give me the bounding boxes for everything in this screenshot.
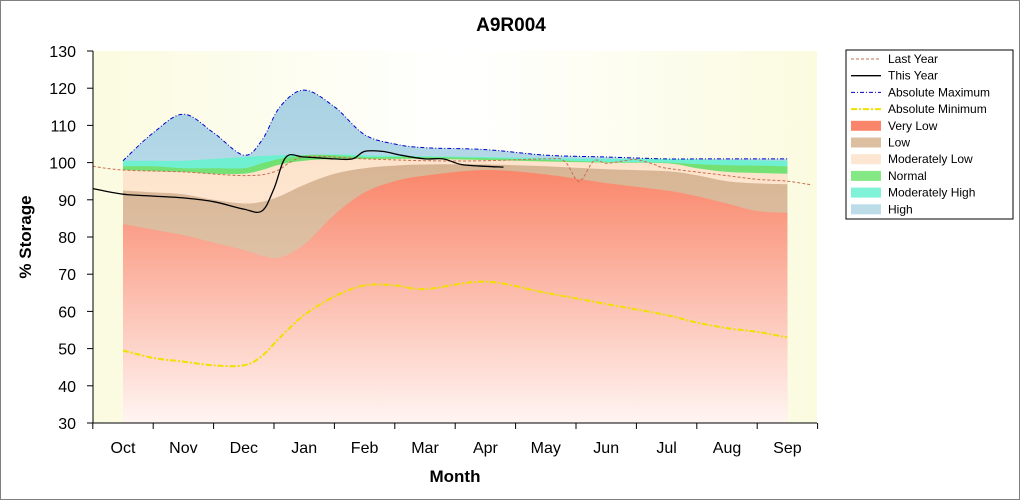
x-tick-label-mar: Mar xyxy=(411,440,439,457)
y-tick-label-70: 70 xyxy=(58,267,76,284)
line-absolute-maximum xyxy=(122,89,788,162)
y-tick-label-110: 110 xyxy=(50,118,76,135)
legend-swatch xyxy=(851,204,881,215)
legend-label: Moderately Low xyxy=(888,152,973,166)
legend-label: High xyxy=(888,202,913,216)
legend: Last Year This Year Absolute Maximum Absolu… xyxy=(845,49,1014,220)
legend-item-normal: Normal xyxy=(851,169,927,183)
legend-label: Absolute Maximum xyxy=(888,85,990,99)
legend-label: Absolute Minimum xyxy=(888,102,987,116)
x-axis-title: Month xyxy=(430,467,481,486)
legend-item-low: Low xyxy=(851,136,910,150)
legend-item-last-year: Last Year xyxy=(851,52,938,66)
bands-layer xyxy=(123,90,788,423)
legend-box xyxy=(845,49,1014,220)
line-this-year xyxy=(92,150,504,214)
legend-items: Last Year This Year Absolute Maximum Absolu… xyxy=(851,52,990,216)
x-tick-label-oct: Oct xyxy=(111,440,136,457)
legend-item-absolute-maximum: Absolute Maximum xyxy=(851,85,990,99)
y-tick-label-100: 100 xyxy=(49,156,76,173)
x-tick-label-jun: Jun xyxy=(593,440,619,457)
y-tick-label-30: 30 xyxy=(58,416,76,433)
legend-label: Normal xyxy=(888,169,927,183)
x-tick-label-feb: Feb xyxy=(351,440,379,457)
x-tick-label-sep: Sep xyxy=(773,440,802,457)
y-tick-label-60: 60 xyxy=(58,304,76,321)
legend-swatch xyxy=(851,137,881,148)
legend-swatch xyxy=(851,154,881,165)
legend-item-very-low: Very Low xyxy=(851,119,938,133)
legend-item-high: High xyxy=(851,202,913,216)
x-ticks: Oct Nov Dec Jan Feb Mar Apr May Jun Jul Aug Sep xyxy=(92,423,819,457)
legend-swatch xyxy=(851,170,881,181)
y-tick-label-90: 90 xyxy=(58,193,76,210)
legend-label: This Year xyxy=(888,69,938,83)
legend-item-moderately-low: Moderately Low xyxy=(851,152,973,166)
band-very-low xyxy=(123,169,788,423)
y-ticks: 30 40 50 60 70 80 90 100 110 120 130 xyxy=(49,44,93,433)
x-tick-label-dec: Dec xyxy=(230,440,258,457)
legend-label: Moderately High xyxy=(888,186,975,200)
y-tick-label-120: 120 xyxy=(49,81,76,98)
legend-item-this-year: This Year xyxy=(851,69,938,83)
legend-item-absolute-minimum: Absolute Minimum xyxy=(851,102,987,116)
y-tick-label-80: 80 xyxy=(58,230,76,247)
x-tick-label-may: May xyxy=(531,440,561,457)
x-tick-label-jul: Jul xyxy=(656,440,676,457)
y-axis-title: % Storage xyxy=(16,195,35,278)
y-tick-label-130: 130 xyxy=(49,44,76,61)
legend-swatch xyxy=(851,187,881,198)
legend-swatch xyxy=(851,120,881,131)
x-tick-label-nov: Nov xyxy=(169,440,197,457)
x-tick-label-aug: Aug xyxy=(713,440,741,457)
lines-layer xyxy=(92,89,812,368)
chart-title: A9R004 xyxy=(476,15,546,36)
legend-label: Very Low xyxy=(888,119,938,133)
legend-label: Low xyxy=(888,136,910,150)
y-tick-label-40: 40 xyxy=(58,379,76,396)
line-absolute-minimum xyxy=(122,280,788,368)
legend-label: Last Year xyxy=(888,52,938,66)
x-tick-label-apr: Apr xyxy=(473,440,499,457)
y-tick-label-50: 50 xyxy=(58,342,76,359)
x-tick-label-jan: Jan xyxy=(291,440,317,457)
legend-item-moderately-high: Moderately High xyxy=(851,186,975,200)
